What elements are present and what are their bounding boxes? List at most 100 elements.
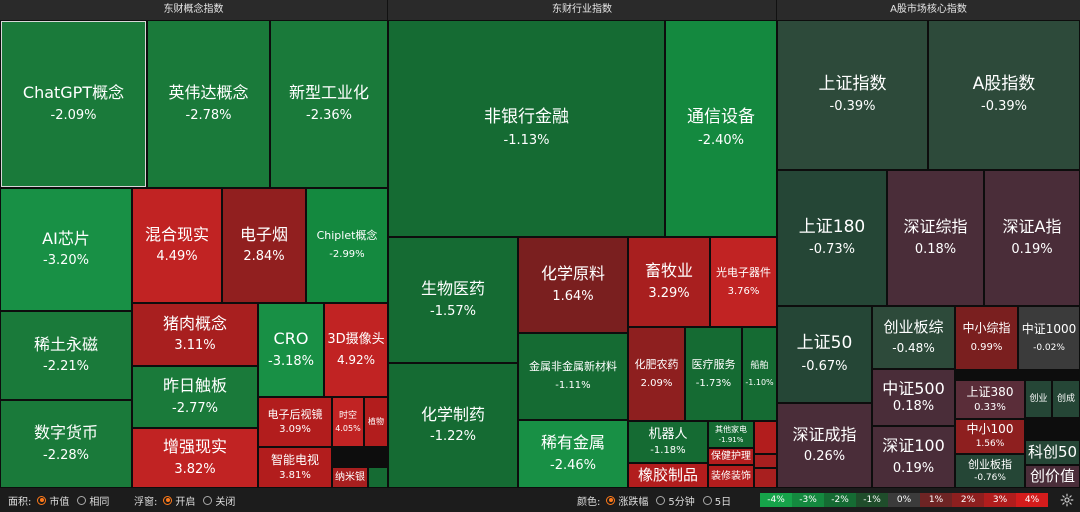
tile-change: 3.82% xyxy=(174,461,216,477)
tile-change: -2.09% xyxy=(50,107,97,123)
tile-ecig[interactable]: 电子烟 2.84% xyxy=(222,188,306,303)
tile-change: 2.84% xyxy=(243,249,285,265)
tile-name: 畜牧业 xyxy=(644,261,693,281)
tile-telecom[interactable]: 通信设备 -2.40% xyxy=(665,20,777,237)
tile-nanoblank[interactable] xyxy=(368,467,388,488)
tile-change: -1.13% xyxy=(503,132,550,148)
tile-chinextnew[interactable]: 创成 xyxy=(1052,380,1080,418)
tile-rearview[interactable]: 电子后视镜 3.09% xyxy=(258,397,332,447)
tile-newindustrial[interactable]: 新型工业化 -2.36% xyxy=(270,20,388,188)
tile-smecomp[interactable]: 中小综指 0.99% xyxy=(955,306,1018,370)
tile-name: AI芯片 xyxy=(42,228,90,248)
area-option-equal[interactable]: 相同 xyxy=(77,493,109,508)
area-option-marketcap[interactable]: 市值 xyxy=(37,493,69,508)
tile-sza[interactable]: 深证A指 0.19% xyxy=(984,170,1080,306)
tile-biomed[interactable]: 生物医药 -1.57% xyxy=(388,237,518,363)
tile-change: 1.56% xyxy=(975,439,1005,450)
tile-star50[interactable]: 科创50 xyxy=(1025,440,1080,465)
radio-icon xyxy=(702,495,712,505)
tile-hybridreality[interactable]: 混合现实 4.49% xyxy=(132,188,222,303)
tile-raremetal[interactable]: 稀有金属 -2.46% xyxy=(518,420,628,488)
tile-metalnonmetal[interactable]: 金属非金属新材料 -1.11% xyxy=(518,333,628,420)
color-option-change[interactable]: 涨跌幅 xyxy=(606,493,648,508)
tile-name: 猪肉概念 xyxy=(162,313,227,333)
tile-healthblank[interactable] xyxy=(754,454,777,468)
color-option-5day[interactable]: 5日 xyxy=(702,493,731,508)
gear-icon[interactable] xyxy=(1060,493,1074,507)
tile-name: 稀有金属 xyxy=(540,433,605,453)
tile-chinext[interactable]: 创业板综 -0.48% xyxy=(872,306,955,369)
tile-plants[interactable]: 植物 xyxy=(364,397,388,447)
tile-decoration[interactable]: 装修装饰 xyxy=(708,465,754,488)
tile-name: CRO xyxy=(273,329,309,349)
legend-swatch: -2% xyxy=(824,493,856,507)
tile-camera3d[interactable]: 3D摄像头 4.92% xyxy=(324,303,388,397)
tile-ships[interactable]: 船舶 -1.10% xyxy=(742,327,777,421)
tile-name: 创成 xyxy=(1056,393,1075,404)
tile-cro[interactable]: CRO -3.18% xyxy=(258,303,324,397)
tile-pork[interactable]: 猪肉概念 3.11% xyxy=(132,303,258,366)
tile-chinext2[interactable]: 创业 xyxy=(1025,380,1052,418)
tile-sh180[interactable]: 上证180 -0.73% xyxy=(777,170,887,306)
tile-change: -1.22% xyxy=(430,429,476,445)
float-option-on[interactable]: 开启 xyxy=(163,493,195,508)
tile-sh50[interactable]: 上证50 -0.67% xyxy=(777,306,872,403)
tile-livestock[interactable]: 畜牧业 3.29% xyxy=(628,237,710,327)
tile-shanghai[interactable]: 上证指数 -0.39% xyxy=(777,20,928,170)
tile-csi500[interactable]: 中证500 0.18% xyxy=(872,369,955,426)
tile-chiplet[interactable]: Chiplet概念 -2.99% xyxy=(306,188,388,303)
tile-chinextindex[interactable]: 创业板指 -0.76% xyxy=(955,454,1025,488)
tile-change: 4.05% xyxy=(335,423,361,433)
tile-name: 纳米银 xyxy=(335,471,365,483)
tile-name: 智能电视 xyxy=(270,452,319,467)
tile-healthcare[interactable]: 保健护理 xyxy=(708,448,754,465)
tile-change: -3.20% xyxy=(43,253,89,269)
tile-digitalcurrency[interactable]: 数字货币 -2.28% xyxy=(0,400,132,488)
tile-change: -2.78% xyxy=(185,107,232,123)
tile-name: 深证A指 xyxy=(1002,217,1062,237)
tile-decoblank[interactable] xyxy=(754,468,777,488)
tile-aichip[interactable]: AI芯片 -3.20% xyxy=(0,188,132,311)
tile-robot[interactable]: 机器人 -1.18% xyxy=(628,421,708,463)
tile-rareearth[interactable]: 稀土永磁 -2.21% xyxy=(0,311,132,400)
tile-spacetime[interactable]: 时空 4.05% xyxy=(332,397,364,447)
tile-szcomposite[interactable]: 深证综指 0.18% xyxy=(887,170,984,306)
tile-nonbank[interactable]: 非银行金融 -1.13% xyxy=(388,20,665,237)
tile-change: -0.39% xyxy=(829,99,876,115)
tile-sz100[interactable]: 深证100 0.19% xyxy=(872,426,955,488)
tile-name: 生物医药 xyxy=(420,279,485,299)
tile-sh380[interactable]: 上证380 0.33% xyxy=(955,380,1025,419)
tile-fertilizer[interactable]: 化肥农药 2.09% xyxy=(628,327,685,421)
tile-chempharma[interactable]: 化学制药 -1.22% xyxy=(388,363,518,488)
tile-otherblank[interactable] xyxy=(754,421,777,454)
tile-innovation[interactable]: 创价值 xyxy=(1025,465,1080,488)
tile-name: 通信设备 xyxy=(687,107,755,128)
tile-optoelectronic[interactable]: 光电子器件 3.76% xyxy=(710,237,777,327)
tile-name: 橡胶制品 xyxy=(637,465,698,484)
tile-name: 植物 xyxy=(368,417,384,427)
tile-yesterday[interactable]: 昨日触板 -2.77% xyxy=(132,366,258,428)
float-option-off[interactable]: 关闭 xyxy=(203,493,235,508)
tile-sme100[interactable]: 中小100 1.56% xyxy=(955,419,1025,454)
tile-sme1000[interactable]: 中证1000 -0.02% xyxy=(1018,306,1080,370)
tile-rubber[interactable]: 橡胶制品 xyxy=(628,463,708,488)
tile-name: 数字货币 xyxy=(33,423,98,443)
radio-icon xyxy=(77,495,87,505)
tile-nvidia[interactable]: 英伟达概念 -2.78% xyxy=(147,20,270,188)
tile-otherappliance[interactable]: 其他家电 -1.91% xyxy=(708,421,754,448)
tile-medicalservice[interactable]: 医疗服务 -1.73% xyxy=(685,327,742,421)
industry-panel-header: 东财行业指数 xyxy=(388,0,777,20)
tile-smarttv[interactable]: 智能电视 3.81% xyxy=(258,447,332,488)
tile-chemmaterial[interactable]: 化学原料 1.64% xyxy=(518,237,628,333)
tile-nanosilver[interactable]: 纳米银 xyxy=(332,467,368,488)
tile-change: -0.76% xyxy=(974,473,1006,484)
color-option-5min[interactable]: 5分钟 xyxy=(656,493,695,508)
tile-augmented[interactable]: 增强现实 3.82% xyxy=(132,428,258,488)
tile-chatgpt[interactable]: ChatGPT概念 -2.09% xyxy=(0,20,147,188)
tile-name: 其他家电 xyxy=(715,424,747,434)
tile-change: 3.81% xyxy=(279,469,311,481)
tile-name: 上证指数 xyxy=(818,73,887,94)
tile-ashare[interactable]: A股指数 -0.39% xyxy=(928,20,1080,170)
tile-szcomponent[interactable]: 深证成指 0.26% xyxy=(777,403,872,488)
tile-name: 时空 xyxy=(338,411,357,422)
